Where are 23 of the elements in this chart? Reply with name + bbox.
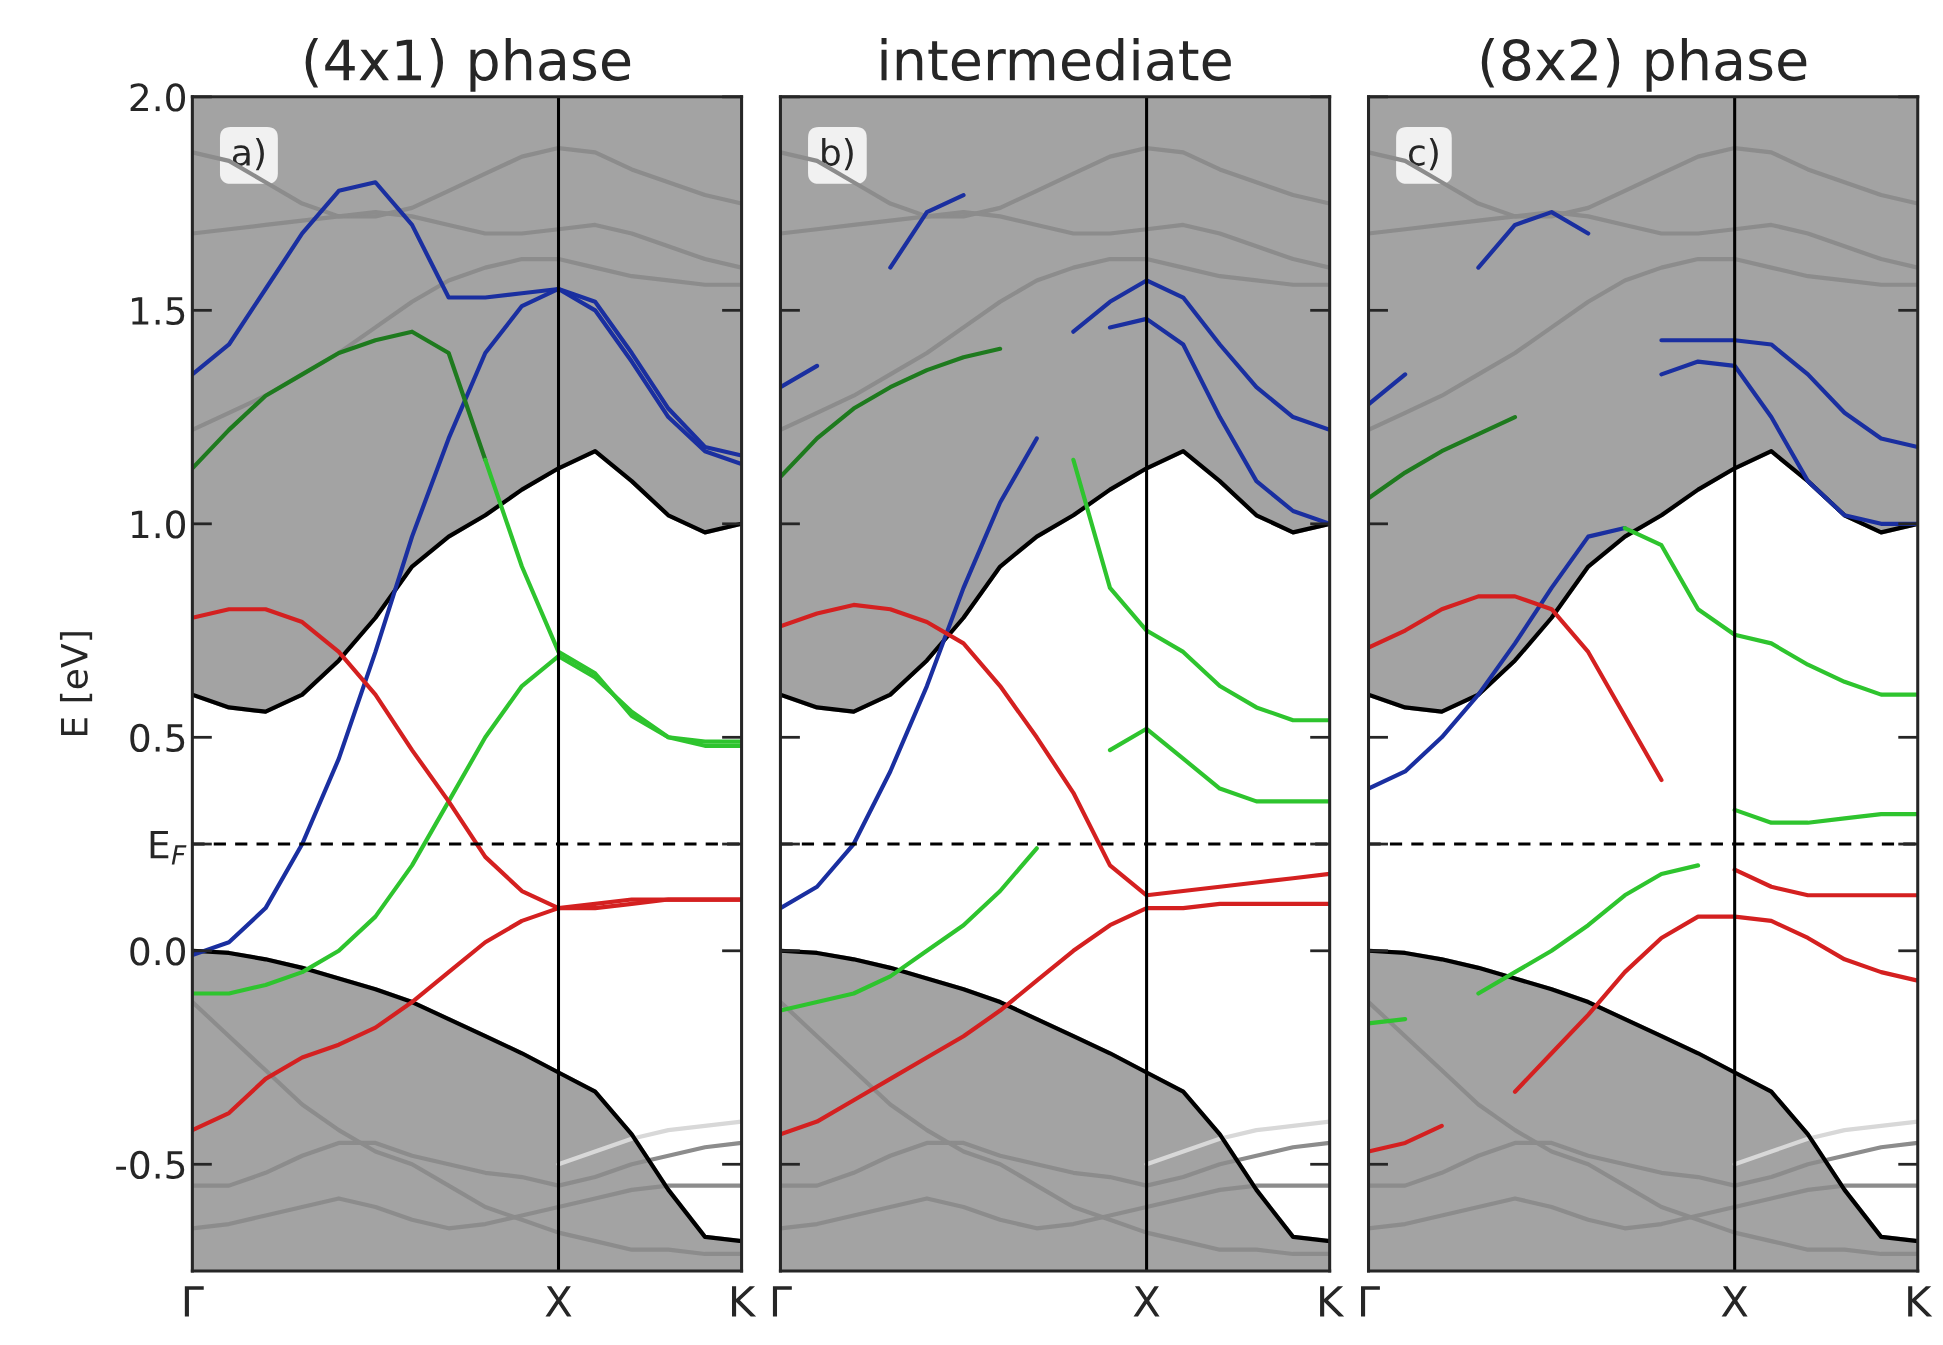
y-tick-label: 0.0: [130, 937, 186, 966]
x-tick-label: Γ: [184, 1286, 204, 1317]
x-tick-label: Γ: [772, 1286, 792, 1317]
x-tick-label: K: [1908, 1286, 1933, 1317]
annotation: c): [1408, 137, 1438, 171]
y-tick-label: 1.0: [131, 510, 186, 539]
x-tick-label: Γ: [1361, 1286, 1380, 1317]
y-tick-label: 0.5: [130, 723, 185, 753]
annotation: a): [232, 137, 264, 171]
y-tick-label: E$_{F}$: [150, 830, 187, 865]
y-axis-title: E [eV]: [59, 632, 93, 736]
x-tick-label: X: [1133, 1286, 1160, 1317]
x-tick-label: K: [1320, 1286, 1345, 1317]
chart-title: intermediate: [881, 37, 1231, 81]
chart-title: (4x1) phase: [305, 37, 631, 92]
annotation: b): [822, 137, 853, 171]
y-tick-label: 2.0: [130, 83, 186, 112]
chart-title: (8x2) phase: [1481, 37, 1807, 92]
y-tick-label: 1.5: [131, 297, 185, 326]
y-tick-label: -0.5: [116, 1150, 185, 1180]
x-tick-label: X: [545, 1286, 572, 1317]
x-tick-label: X: [1721, 1286, 1748, 1317]
x-tick-label: K: [732, 1286, 757, 1317]
